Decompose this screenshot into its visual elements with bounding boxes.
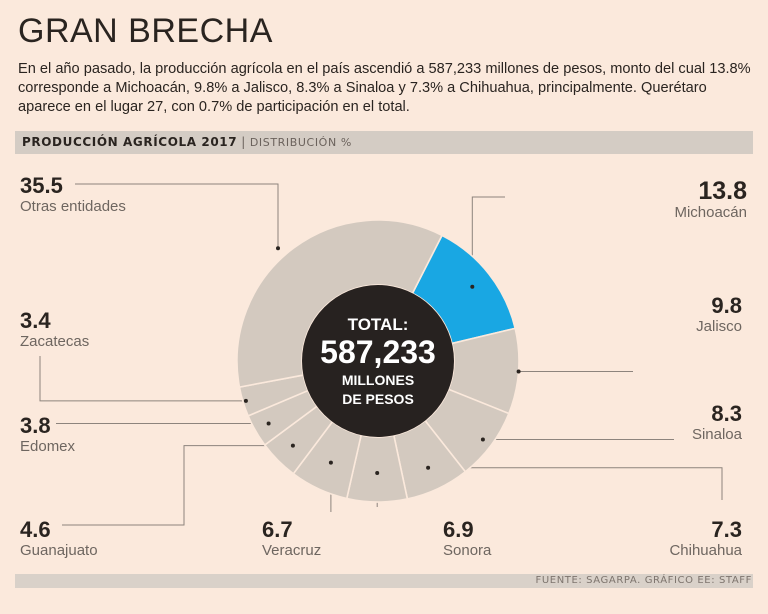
name-chihuahua: Chihuahua	[669, 542, 742, 559]
center-total-label: TOTAL:	[348, 315, 409, 334]
value-veracruz: 6.7	[262, 517, 293, 542]
label-guanajuato: 4.6 Guanajuato	[20, 518, 98, 560]
leader-dot-jalisco	[516, 369, 521, 374]
label-michoacan: 13.8 Michoacán	[674, 178, 747, 222]
name-sinaloa: Sinaloa	[691, 426, 742, 443]
name-guanajuato: Guanajuato	[20, 542, 98, 559]
leader-guanajuato	[62, 445, 293, 526]
label-sonora: 6.9 Sonora	[443, 518, 491, 560]
donut-slices	[236, 219, 520, 503]
leader-otras-entidades	[75, 183, 279, 249]
footer-bar	[15, 574, 753, 588]
value-zacatecas: 3.4	[20, 308, 51, 333]
value-sonora: 6.9	[443, 517, 474, 542]
name-michoacan: Michoacán	[674, 204, 747, 221]
label-veracruz: 6.7 Veracruz	[262, 518, 321, 560]
name-veracruz: Veracruz	[262, 542, 322, 559]
leader-dot-veracruz	[328, 460, 333, 465]
leader-dots	[243, 246, 521, 475]
section-header-bar: PRODUCCIÓN AGRÍCOLA 2017 | DISTRIBUCIÓN %	[15, 131, 753, 154]
leader-dot-zacatecas	[243, 398, 248, 403]
value-guanajuato: 4.6	[20, 517, 51, 542]
chart-subtitle: En el año pasado, la producción agrícola…	[18, 61, 751, 115]
value-jalisco: 9.8	[711, 293, 742, 318]
leader-chihuahua	[428, 467, 723, 500]
leader-dot-chihuahua	[426, 465, 431, 470]
name-otras-entidades: Otras entidades	[20, 198, 126, 215]
leader-dot-sonora	[375, 471, 380, 475]
value-michoacan: 13.8	[698, 177, 747, 205]
label-zacatecas: 3.4 Zacatecas	[20, 309, 89, 351]
value-edomex: 3.8	[20, 413, 51, 438]
label-jalisco: 9.8 Jalisco	[696, 294, 742, 336]
value-otras-entidades: 35.5	[20, 173, 63, 198]
center-unit-line1: MILLONES	[342, 372, 414, 388]
center-total-value: 587,233	[320, 334, 436, 370]
leader-dot-guanajuato	[290, 443, 295, 448]
value-chihuahua: 7.3	[711, 517, 742, 542]
section-unit: DISTRIBUCIÓN %	[249, 136, 352, 149]
leader-dot-otras-entidades	[276, 246, 280, 251]
chart-title: GRAN BRECHA	[18, 12, 273, 50]
leader-dot-sinaloa	[480, 437, 485, 442]
leader-zacatecas	[39, 356, 246, 402]
section-separator: |	[241, 135, 246, 149]
center-circle	[302, 285, 454, 437]
section-title: PRODUCCIÓN AGRÍCOLA 2017	[22, 135, 238, 149]
center-unit-line2: DE PESOS	[342, 391, 414, 407]
label-chihuahua: 7.3 Chihuahua	[669, 518, 742, 560]
label-sinaloa: 8.3 Sinaloa	[692, 402, 742, 444]
name-jalisco: Jalisco	[696, 318, 742, 335]
source-note: FUENTE: SAGARPA. GRÁFICO EE: STAFF	[535, 575, 752, 586]
label-otras-entidades: 35.5 Otras entidades	[20, 174, 126, 216]
leader-dot-edomex	[266, 421, 271, 426]
name-zacatecas: Zacatecas	[20, 333, 90, 350]
leader-dot-michoacan	[470, 284, 475, 289]
value-sinaloa: 8.3	[711, 401, 742, 426]
name-edomex: Edomex	[20, 438, 76, 455]
label-edomex: 3.8 Edomex	[20, 414, 75, 456]
name-sonora: Sonora	[443, 542, 492, 559]
